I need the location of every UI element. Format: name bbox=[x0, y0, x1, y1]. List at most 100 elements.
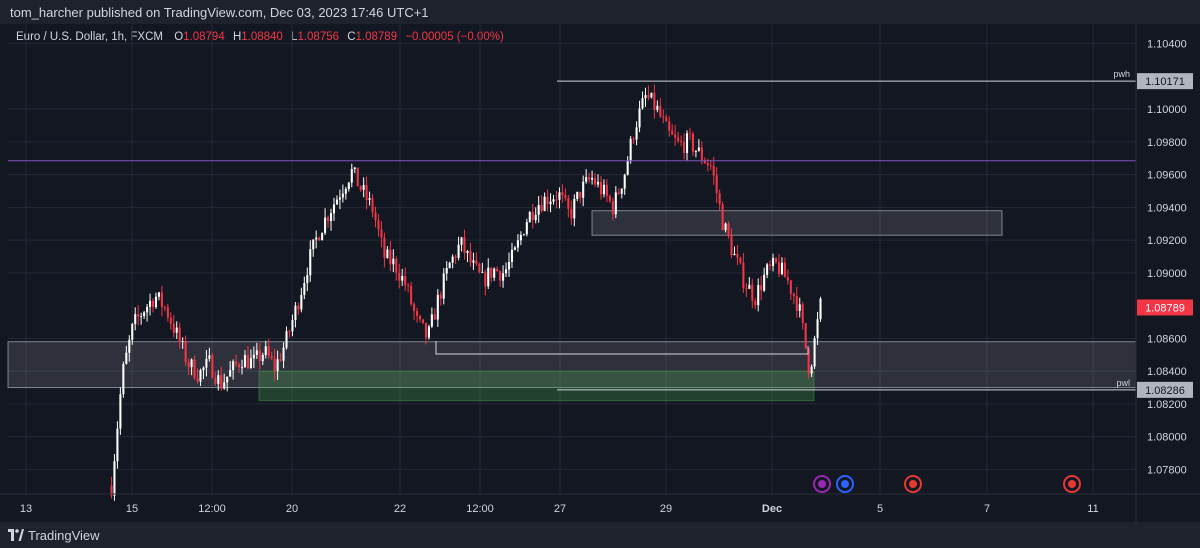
candle-body bbox=[445, 268, 448, 274]
candle-body bbox=[772, 258, 775, 266]
candle-body bbox=[232, 361, 235, 371]
candle-body bbox=[442, 273, 445, 299]
candle-body bbox=[163, 307, 166, 308]
y-tick-label: 1.09800 bbox=[1147, 137, 1187, 149]
candle-body bbox=[110, 485, 113, 496]
lines: pwh pwl bbox=[8, 69, 1136, 391]
candle-body bbox=[567, 198, 570, 209]
candle-body bbox=[220, 375, 223, 389]
candle-body bbox=[353, 167, 356, 170]
candle-body bbox=[677, 137, 680, 142]
candle-body bbox=[229, 370, 232, 377]
candle-body bbox=[472, 260, 475, 263]
candle-body bbox=[211, 355, 214, 378]
lightning-icon bbox=[813, 475, 831, 493]
candle-body bbox=[131, 324, 134, 340]
candle-body bbox=[786, 277, 789, 281]
y-tick-label: 1.08200 bbox=[1147, 399, 1187, 411]
level-label-pwh: pwh bbox=[1113, 69, 1130, 79]
x-tick-label: Dec bbox=[762, 503, 782, 515]
candle-body bbox=[418, 315, 422, 320]
tradingview-logo-icon bbox=[8, 529, 24, 541]
candle-body bbox=[561, 192, 564, 196]
candle-body bbox=[329, 213, 333, 222]
candle-body bbox=[620, 188, 623, 194]
candle-body bbox=[549, 201, 552, 205]
candle-body bbox=[546, 196, 549, 205]
candle-body bbox=[683, 141, 686, 153]
x-tick-label: 7 bbox=[984, 503, 990, 515]
candle-body bbox=[605, 184, 608, 196]
candle-body bbox=[674, 134, 677, 138]
candle-body bbox=[588, 177, 591, 180]
candle-body bbox=[199, 370, 202, 382]
candle-body bbox=[555, 199, 558, 201]
candle-body bbox=[223, 382, 226, 389]
candle-body bbox=[496, 268, 499, 272]
candle-body bbox=[475, 260, 478, 265]
symbol-name[interactable]: Euro / U.S. Dollar, 1h, FXCM bbox=[16, 31, 163, 43]
candle-body bbox=[246, 355, 249, 369]
candle-body bbox=[573, 198, 576, 219]
candle-body bbox=[706, 163, 709, 166]
candle-body bbox=[137, 314, 140, 317]
us-flag-icon bbox=[1063, 475, 1081, 493]
candle-body bbox=[327, 217, 330, 222]
candle-body bbox=[421, 319, 425, 323]
candle-body bbox=[160, 292, 163, 308]
candle-body bbox=[288, 331, 291, 333]
candle-body bbox=[424, 322, 427, 338]
candle-body bbox=[303, 283, 306, 295]
candle-body bbox=[712, 165, 715, 176]
candle-body bbox=[347, 182, 350, 189]
candle-body bbox=[516, 240, 519, 248]
candle-body bbox=[564, 195, 567, 199]
event-dot bbox=[841, 480, 849, 488]
candle-body bbox=[626, 160, 629, 175]
candle-body bbox=[181, 341, 184, 342]
candle-body bbox=[745, 288, 748, 289]
candle-body bbox=[113, 461, 116, 496]
candle-body bbox=[169, 317, 172, 324]
candle-body bbox=[240, 367, 244, 369]
y-tick-label: 1.09600 bbox=[1147, 170, 1187, 182]
candle-body bbox=[243, 355, 247, 368]
candle-body bbox=[463, 237, 466, 254]
candle-body bbox=[685, 133, 689, 153]
candle-body bbox=[356, 167, 359, 187]
candle-body bbox=[235, 361, 238, 365]
candle-body bbox=[365, 185, 368, 200]
candle-body bbox=[175, 327, 178, 333]
open-label: O bbox=[174, 31, 184, 43]
candle-body bbox=[285, 331, 288, 348]
zone-rect bbox=[258, 370, 815, 402]
candle-body bbox=[760, 285, 763, 291]
candle-body bbox=[801, 304, 804, 324]
x-tick-label: 29 bbox=[660, 503, 672, 515]
candle-body bbox=[344, 188, 347, 194]
price-chart[interactable]: pwh pwl 13 15 12:00 20 22 12:00 27 29 Dec 5 7 11 1.10… bbox=[0, 24, 1200, 522]
candle-body bbox=[214, 377, 217, 384]
candle-body bbox=[261, 355, 264, 362]
candle-body bbox=[273, 358, 276, 371]
candle-body bbox=[166, 307, 169, 318]
candle-body bbox=[190, 359, 193, 368]
candle-body bbox=[558, 192, 561, 200]
candle-body bbox=[398, 272, 401, 281]
event-dot bbox=[909, 480, 917, 488]
candle-body bbox=[614, 192, 617, 215]
candle-body bbox=[386, 249, 389, 258]
candle-body bbox=[709, 165, 712, 167]
swing-bracket bbox=[435, 341, 809, 355]
level-label-pwl: pwl bbox=[1116, 378, 1130, 388]
candle-body bbox=[694, 150, 697, 152]
candle-body bbox=[149, 300, 152, 307]
candle-body bbox=[395, 258, 398, 273]
candle-body bbox=[178, 327, 181, 342]
candle-body bbox=[528, 212, 531, 223]
candle-body bbox=[134, 314, 137, 325]
x-tick-label: 20 bbox=[286, 503, 298, 515]
x-tick-label: 22 bbox=[394, 503, 406, 515]
candle-body bbox=[255, 350, 258, 355]
candle-body bbox=[279, 359, 282, 361]
